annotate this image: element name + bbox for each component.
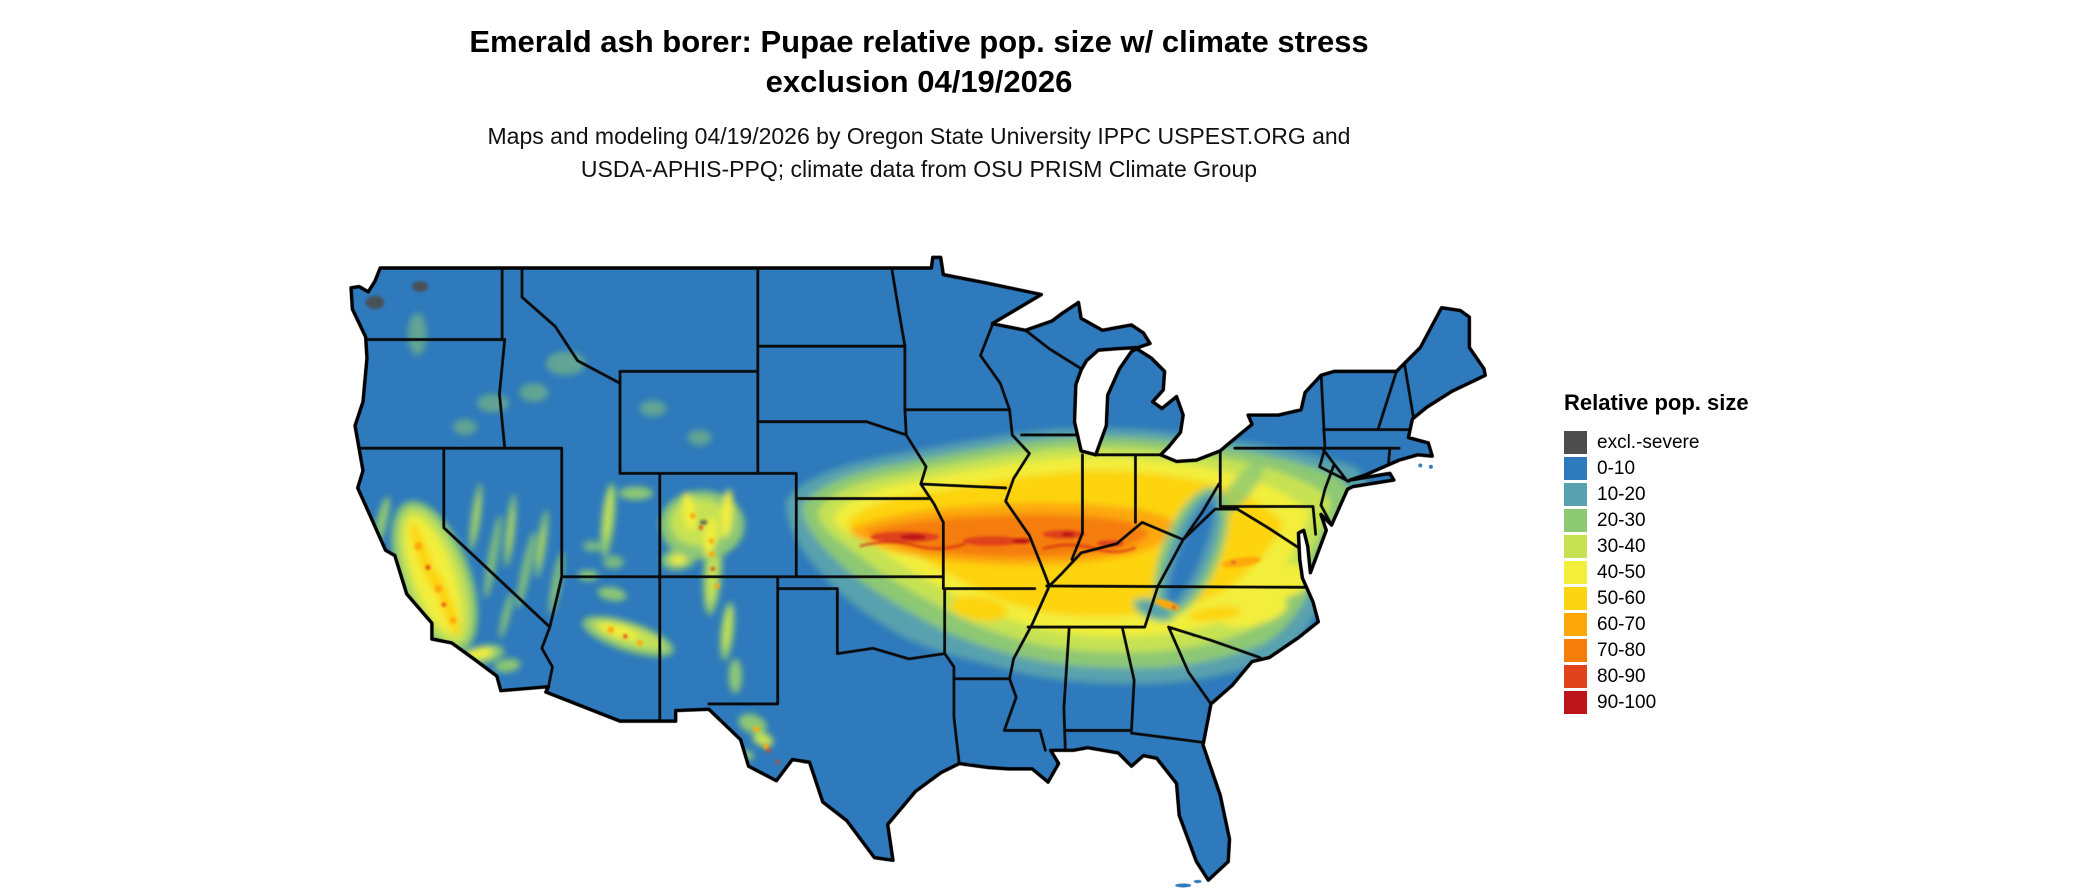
offshore-islands (1175, 463, 1433, 888)
map-subtitle-line1: Maps and modeling 04/19/2026 by Oregon S… (487, 123, 1351, 149)
us-map (306, 228, 1525, 891)
legend-swatch (1564, 534, 1587, 558)
legend-swatch (1564, 612, 1587, 636)
legend-item: 60-70 (1564, 611, 1749, 637)
legend-item: 30-40 (1564, 533, 1749, 559)
legend-items: excl.-severe 0-10 10-20 20-30 30-40 40-50 50-6… (1564, 429, 1749, 715)
legend-label: 50-60 (1597, 587, 1646, 609)
raster-hotspots (365, 281, 1262, 765)
map-title-line2: exclusion 04/19/2026 (765, 64, 1073, 99)
map-title-line1: Emerald ash borer: Pupae relative pop. s… (469, 24, 1369, 59)
legend-item: 10-20 (1564, 481, 1749, 507)
legend-label: 80-90 (1597, 665, 1646, 687)
legend-item: excl.-severe (1564, 429, 1749, 455)
legend-item: 80-90 (1564, 663, 1749, 689)
legend-item: 70-80 (1564, 637, 1749, 663)
legend-title: Relative pop. size (1564, 390, 1749, 415)
map-subtitle-line2: USDA-APHIS-PPQ; climate data from OSU PR… (580, 156, 1258, 182)
legend-label: 90-100 (1597, 691, 1657, 713)
legend-item: 50-60 (1564, 585, 1749, 611)
legend-label: 60-70 (1597, 613, 1646, 635)
state-borders (356, 266, 1416, 765)
legend-swatch (1564, 664, 1587, 688)
legend-label: 70-80 (1597, 639, 1646, 661)
legend-swatch (1564, 482, 1587, 506)
legend-swatch (1564, 638, 1587, 662)
legend-item: 0-10 (1564, 455, 1749, 481)
us-outline (349, 255, 1487, 882)
legend-swatch (1564, 586, 1587, 610)
legend: Relative pop. size excl.-severe 0-10 10-20… (1564, 390, 1749, 715)
legend-label: 20-30 (1597, 509, 1646, 531)
legend-swatch (1564, 456, 1587, 480)
legend-label: 0-10 (1597, 457, 1636, 479)
legend-label: excl.-severe (1597, 431, 1700, 453)
legend-swatch (1564, 508, 1587, 532)
legend-label: 30-40 (1597, 535, 1646, 557)
legend-label: 10-20 (1597, 483, 1646, 505)
legend-swatch (1564, 560, 1587, 584)
map-subtitle: Maps and modeling 04/19/2026 by Oregon S… (488, 120, 1351, 186)
legend-swatch (1564, 430, 1587, 454)
us-map-svg (349, 255, 1487, 888)
legend-item: 20-30 (1564, 507, 1749, 533)
legend-item: 40-50 (1564, 559, 1749, 585)
legend-swatch (1564, 690, 1587, 714)
legend-label: 40-50 (1597, 561, 1646, 583)
map-title: Emerald ash borer: Pupae relative pop. s… (469, 22, 1368, 102)
legend-item: 90-100 (1564, 689, 1749, 715)
